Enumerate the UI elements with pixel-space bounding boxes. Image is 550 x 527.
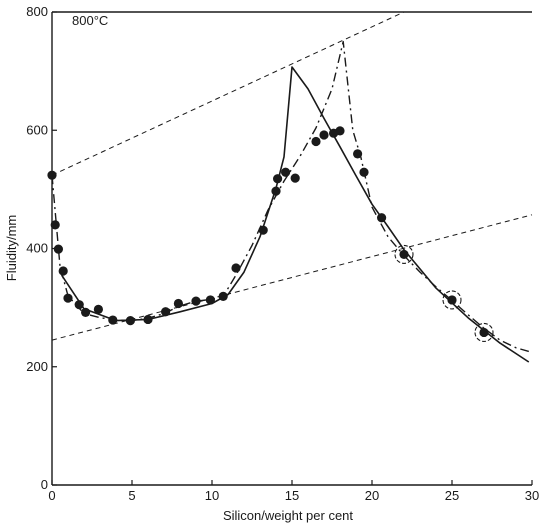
dashed-guide-line xyxy=(51,214,533,341)
x-tick-label: 15 xyxy=(285,488,299,503)
data-point xyxy=(125,316,135,326)
y-tick-label: 800 xyxy=(26,4,48,19)
data-point xyxy=(108,315,118,325)
data-point xyxy=(63,293,73,303)
y-tick-label: 600 xyxy=(26,122,48,137)
data-point xyxy=(273,174,283,184)
data-points xyxy=(47,126,489,338)
y-tick-label: 200 xyxy=(26,359,48,374)
y-tick-label: 400 xyxy=(26,241,48,256)
y-tick-label: 0 xyxy=(41,477,48,492)
ringed-point-marker xyxy=(474,322,494,343)
data-point xyxy=(447,295,457,305)
x-tick-label: 10 xyxy=(205,488,219,503)
data-point xyxy=(93,304,103,314)
x-tick-label: 25 xyxy=(445,488,459,503)
data-point xyxy=(271,186,281,196)
data-point xyxy=(191,296,201,306)
data-point xyxy=(319,130,329,140)
dash-dot-curve xyxy=(51,40,529,353)
data-point xyxy=(335,126,345,136)
ringed-point-marker xyxy=(442,290,462,310)
data-point xyxy=(290,173,300,183)
data-point xyxy=(53,244,64,254)
data-point xyxy=(173,298,183,309)
data-point xyxy=(258,225,268,235)
data-point xyxy=(47,170,57,180)
curves xyxy=(51,11,533,363)
data-point xyxy=(377,213,387,223)
tick-labels: 0 5 10 15 20 25 30 0 200 400 600 800 xyxy=(26,4,539,503)
ringed-point-marker xyxy=(394,244,414,264)
data-point xyxy=(143,314,153,325)
ringed-points xyxy=(394,244,494,343)
data-point xyxy=(81,307,91,317)
data-point xyxy=(161,307,171,317)
data-point xyxy=(231,263,241,273)
data-point xyxy=(399,249,409,260)
data-point xyxy=(311,136,321,147)
x-tick-label: 0 xyxy=(48,488,55,503)
dashed-guide-line xyxy=(51,11,405,176)
x-tick-label: 5 xyxy=(128,488,135,503)
temperature-annotation: 800°C xyxy=(72,13,108,28)
x-tick-label: 20 xyxy=(365,488,379,503)
x-axis-title: Silicon/weight per cent xyxy=(223,508,353,523)
x-tick-label: 30 xyxy=(525,488,539,503)
data-point xyxy=(205,295,215,305)
data-point xyxy=(58,266,68,276)
data-point xyxy=(479,327,489,338)
ticks xyxy=(51,11,533,486)
data-point xyxy=(74,300,84,310)
data-point xyxy=(50,220,60,230)
data-point xyxy=(359,167,369,177)
axes xyxy=(51,11,532,486)
data-point xyxy=(353,149,363,159)
y-axis-title: Fluidity/mm xyxy=(4,215,19,281)
data-point xyxy=(281,167,291,177)
data-point xyxy=(218,291,228,301)
